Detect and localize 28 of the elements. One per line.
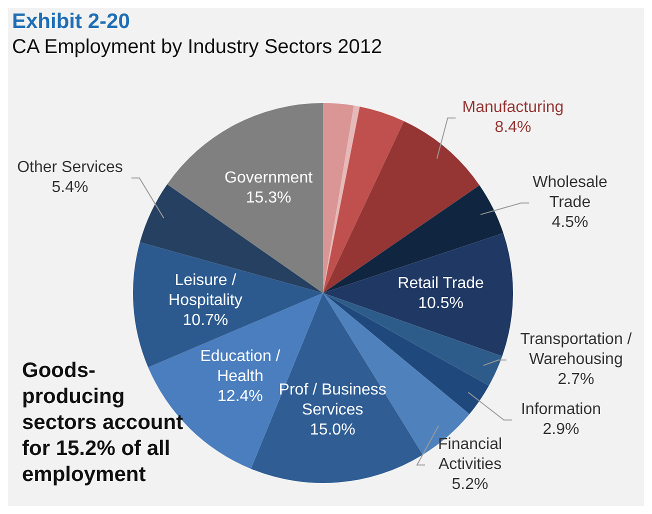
pie-slice xyxy=(323,103,354,293)
data-label: 5.4% xyxy=(52,179,88,196)
slice-label: Wholesale Trade xyxy=(532,174,608,212)
slice-label: Government xyxy=(224,170,314,187)
slice-label: Transportation / Warehousing xyxy=(520,331,632,368)
chart-subtitle: CA Employment by Industry Sectors 2012 xyxy=(12,36,382,59)
slice-label: Financial Activities xyxy=(438,436,502,474)
data-label: 2.7% xyxy=(558,371,594,388)
text: Goods-producing sectors account for 15.2% of all employment xyxy=(22,358,184,488)
slice-label: Other Services xyxy=(17,159,123,176)
slice-label: Prof / Business Services xyxy=(278,382,386,419)
slice-label: Education / Health xyxy=(200,348,281,386)
data-label: 2.9% xyxy=(542,421,580,438)
data-label: 8.4% xyxy=(494,119,532,136)
slice-label: Manufacturing xyxy=(462,99,564,116)
data-label: 15.3% xyxy=(246,190,292,207)
data-label: 5.2% xyxy=(452,476,488,494)
data-label: 4.5% xyxy=(552,214,588,232)
data-label: 15.0% xyxy=(310,422,356,439)
slice-label: Leisure / Hospitality xyxy=(168,272,242,309)
slice-label: Retail Trade xyxy=(398,275,484,292)
slice-label: Information xyxy=(520,401,602,418)
chart-title: Exhibit 2-20 xyxy=(12,10,130,34)
data-label: 12.4% xyxy=(218,388,263,406)
pie-slice xyxy=(323,185,504,293)
data-label: 10.7% xyxy=(182,312,228,329)
data-label: 10.5% xyxy=(418,295,464,312)
pie-slice xyxy=(167,103,323,293)
